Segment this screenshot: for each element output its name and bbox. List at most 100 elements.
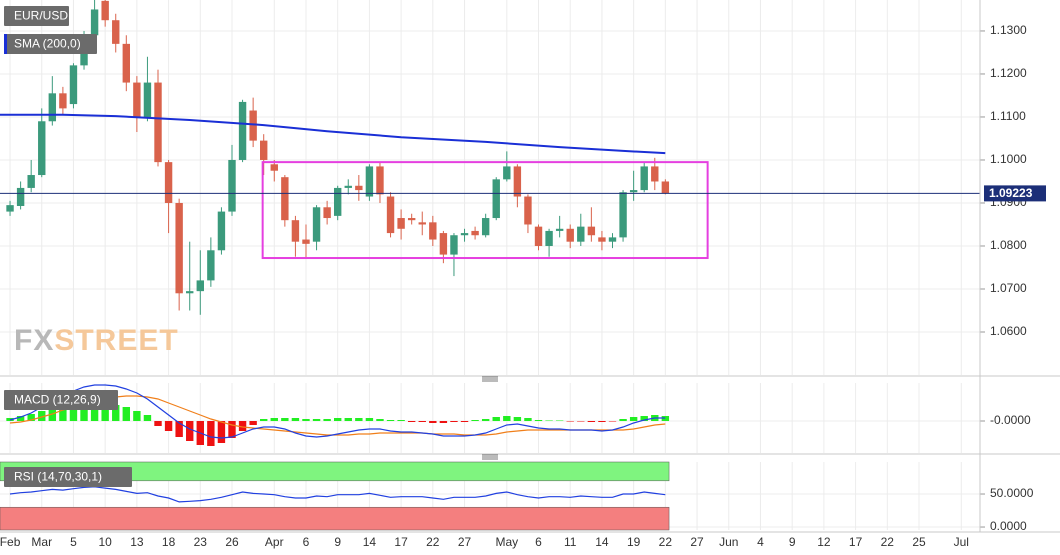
resize-handle[interactable] bbox=[482, 454, 498, 460]
candle-body bbox=[38, 121, 46, 176]
watermark-part: FX bbox=[14, 324, 54, 357]
legend-box bbox=[4, 467, 132, 487]
y-tick-label: 1.1200 bbox=[990, 66, 1027, 80]
candle-body bbox=[429, 222, 437, 240]
histogram-bar bbox=[154, 421, 162, 426]
candle-body bbox=[661, 181, 670, 194]
layers: 1.06001.07001.08001.09001.10001.11001.12… bbox=[0, 0, 1046, 549]
histogram-bar bbox=[481, 419, 490, 421]
y-tick-label: 0.0000 bbox=[990, 519, 1027, 533]
candle-body bbox=[365, 166, 374, 197]
x-tick-label: Jun bbox=[719, 535, 738, 549]
histogram-bar bbox=[27, 414, 35, 421]
histogram-bar bbox=[566, 421, 574, 422]
histogram-bar bbox=[291, 418, 300, 421]
last-price-box bbox=[984, 185, 1046, 202]
candle-body bbox=[397, 218, 405, 229]
histogram-bar bbox=[471, 420, 479, 421]
histogram-bar bbox=[386, 420, 395, 421]
x-tick-label: 25 bbox=[912, 535, 926, 549]
histogram-bar bbox=[143, 415, 152, 421]
candle-body bbox=[143, 82, 152, 117]
histogram-bar bbox=[175, 421, 183, 437]
candle-body bbox=[608, 237, 617, 242]
x-tick-label: 9 bbox=[789, 535, 796, 549]
histogram-bar bbox=[333, 418, 342, 421]
candle-body bbox=[270, 164, 278, 171]
histogram-bar bbox=[312, 419, 321, 421]
histogram-bar bbox=[69, 404, 78, 421]
legend-label: MACD (12,26,9) bbox=[14, 393, 101, 407]
rsi-line bbox=[9, 486, 666, 503]
candle-body bbox=[291, 220, 300, 242]
y-tick-label: -0.0000 bbox=[990, 413, 1031, 427]
candle-body bbox=[133, 82, 141, 117]
candle-body bbox=[481, 218, 490, 236]
range-box bbox=[261, 161, 709, 260]
x-tick-label: 26 bbox=[225, 535, 239, 549]
x-tick-label: 13 bbox=[130, 535, 144, 549]
histogram-bar bbox=[16, 416, 25, 421]
legend-box bbox=[4, 390, 118, 410]
candle-body bbox=[228, 159, 236, 212]
x-tick-label: 6 bbox=[303, 535, 310, 549]
histogram-bar bbox=[270, 418, 278, 421]
candle-body bbox=[386, 196, 395, 234]
y-tick-label: 1.0700 bbox=[990, 281, 1027, 295]
x-tick-label: Apr bbox=[265, 535, 284, 549]
candle-body bbox=[207, 250, 215, 281]
legend-label: RSI (14,70,30,1) bbox=[14, 470, 102, 484]
x-tick-label: 18 bbox=[162, 535, 176, 549]
histogram-bar bbox=[112, 405, 120, 421]
x-tick-label: 14 bbox=[595, 535, 609, 549]
histogram-bar bbox=[302, 419, 310, 421]
resize-handle[interactable] bbox=[482, 376, 498, 382]
histogram-bar bbox=[207, 421, 215, 446]
histogram-bar bbox=[513, 417, 522, 421]
macd-line bbox=[9, 384, 666, 439]
histogram-bar bbox=[281, 418, 289, 421]
histogram-bar bbox=[101, 403, 109, 421]
histogram-bar bbox=[228, 421, 236, 438]
candle-body bbox=[101, 0, 109, 21]
candle-body bbox=[186, 291, 194, 294]
x-tick-label: 4 bbox=[757, 535, 764, 549]
histogram-bar bbox=[545, 420, 553, 421]
histogram-bar bbox=[186, 421, 194, 441]
candle-body bbox=[492, 179, 500, 219]
histogram-bar bbox=[133, 411, 141, 421]
histogram-bar bbox=[80, 403, 88, 421]
y-tick-label: 1.1000 bbox=[990, 152, 1027, 166]
x-tick-label: 17 bbox=[849, 535, 863, 549]
y-tick-label: 1.1100 bbox=[990, 109, 1026, 123]
x-tick-label: Mar bbox=[31, 535, 52, 549]
x-tick-label: 5 bbox=[70, 535, 77, 549]
candle-body bbox=[439, 233, 448, 255]
histogram-bar bbox=[238, 421, 247, 431]
histogram-bar bbox=[503, 416, 511, 421]
candle-body bbox=[323, 207, 331, 219]
candle-body bbox=[418, 222, 426, 225]
overbought-zone bbox=[0, 461, 670, 482]
histogram-bar bbox=[418, 421, 426, 422]
histogram-bar bbox=[323, 419, 331, 421]
histogram-bar bbox=[439, 421, 448, 423]
y-tick-label: 1.1300 bbox=[990, 23, 1027, 37]
y-tick-label: 1.0800 bbox=[990, 238, 1027, 252]
histogram-bar bbox=[365, 418, 374, 421]
x-tick-label: 14 bbox=[363, 535, 377, 549]
candle-body bbox=[90, 9, 99, 36]
histogram-bar bbox=[38, 411, 46, 421]
histogram-bar bbox=[598, 421, 606, 422]
candle-body bbox=[513, 166, 522, 197]
candle-body bbox=[376, 166, 384, 195]
candle-body bbox=[196, 280, 204, 292]
x-tick-label: 22 bbox=[881, 535, 895, 549]
histogram-bar bbox=[629, 417, 638, 421]
histogram-bar bbox=[619, 419, 627, 421]
x-tick-label: 19 bbox=[627, 535, 641, 549]
histogram-bar bbox=[661, 416, 670, 421]
candle-body bbox=[640, 166, 648, 191]
candle-body bbox=[587, 226, 596, 236]
candle-body bbox=[333, 187, 342, 216]
